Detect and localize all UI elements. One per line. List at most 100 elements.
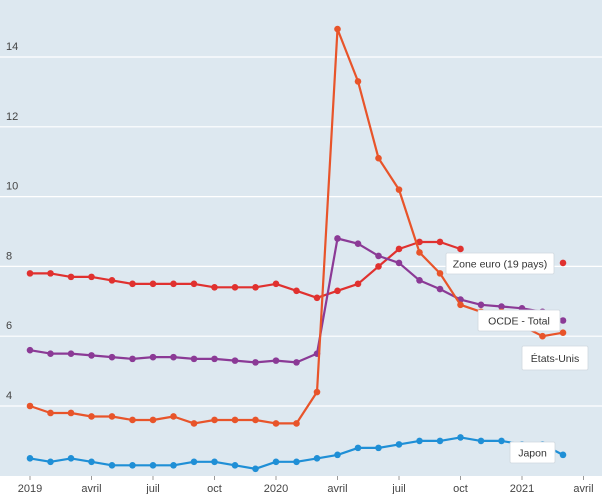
data-point[interactable]	[395, 186, 403, 193]
data-point[interactable]	[108, 277, 116, 284]
data-point[interactable]	[498, 303, 505, 310]
data-point[interactable]	[170, 353, 177, 361]
data-point[interactable]	[231, 284, 239, 291]
data-point[interactable]	[559, 329, 567, 337]
data-point[interactable]	[334, 235, 341, 242]
data-point[interactable]	[88, 413, 95, 420]
data-point[interactable]	[129, 355, 136, 363]
data-point[interactable]	[47, 409, 54, 417]
x-tick-label: 2019	[18, 483, 42, 494]
data-point[interactable]	[211, 355, 218, 363]
data-point[interactable]	[354, 280, 362, 288]
data-point[interactable]	[395, 441, 403, 448]
data-point[interactable]	[67, 455, 75, 462]
data-point[interactable]	[436, 238, 444, 246]
data-point[interactable]	[252, 416, 259, 424]
data-point[interactable]	[354, 444, 362, 452]
data-point[interactable]	[170, 462, 177, 469]
data-point[interactable]	[252, 465, 259, 473]
data-point[interactable]	[559, 259, 567, 267]
data-point[interactable]	[47, 350, 54, 357]
data-point[interactable]	[170, 413, 177, 420]
data-point[interactable]	[395, 259, 403, 267]
data-point[interactable]	[47, 458, 54, 466]
data-point[interactable]	[375, 154, 382, 162]
data-point[interactable]	[313, 388, 321, 396]
x-tick-label: 2021	[510, 483, 534, 494]
data-point[interactable]	[190, 280, 198, 288]
y-tick-label: 8	[6, 250, 12, 262]
data-point[interactable]	[416, 238, 423, 246]
data-point[interactable]	[67, 350, 75, 357]
data-point[interactable]	[149, 280, 157, 288]
data-point[interactable]	[211, 458, 218, 466]
data-point[interactable]	[190, 458, 198, 466]
data-point[interactable]	[559, 451, 567, 459]
data-point[interactable]	[149, 462, 157, 469]
data-point[interactable]	[457, 434, 464, 441]
data-point[interactable]	[272, 458, 280, 466]
data-point[interactable]	[211, 284, 218, 291]
series-japon	[26, 434, 567, 473]
data-point[interactable]	[129, 416, 136, 424]
data-point[interactable]	[26, 270, 34, 277]
data-point[interactable]	[88, 352, 95, 359]
data-point[interactable]	[375, 252, 382, 260]
data-point[interactable]	[477, 437, 485, 445]
data-point[interactable]	[457, 301, 464, 309]
data-point[interactable]	[498, 437, 505, 445]
data-point[interactable]	[416, 249, 423, 256]
data-point[interactable]	[190, 355, 198, 363]
data-point[interactable]	[272, 357, 280, 364]
data-point[interactable]	[108, 353, 116, 361]
data-point[interactable]	[252, 284, 259, 291]
data-point[interactable]	[375, 444, 382, 452]
data-point[interactable]	[88, 458, 95, 466]
data-point[interactable]	[354, 78, 362, 85]
data-point[interactable]	[313, 294, 321, 302]
data-point[interactable]	[88, 273, 95, 281]
data-point[interactable]	[26, 346, 34, 354]
data-point[interactable]	[272, 420, 280, 427]
data-point[interactable]	[436, 285, 444, 293]
data-point[interactable]	[129, 280, 136, 288]
data-point[interactable]	[211, 416, 218, 424]
data-point[interactable]	[231, 357, 239, 364]
data-point[interactable]	[313, 455, 321, 462]
data-point[interactable]	[67, 273, 75, 281]
data-point[interactable]	[293, 420, 300, 427]
data-point[interactable]	[436, 437, 444, 445]
data-point[interactable]	[395, 245, 403, 253]
data-point[interactable]	[293, 458, 300, 466]
data-point[interactable]	[231, 416, 239, 424]
data-point[interactable]	[477, 301, 485, 309]
data-point[interactable]	[416, 437, 423, 445]
data-point[interactable]	[539, 332, 546, 340]
data-point[interactable]	[26, 402, 34, 410]
data-point[interactable]	[293, 359, 300, 366]
data-point[interactable]	[354, 240, 362, 248]
data-point[interactable]	[334, 25, 341, 33]
data-point[interactable]	[26, 455, 34, 462]
data-point[interactable]	[293, 287, 300, 295]
data-point[interactable]	[170, 280, 177, 288]
data-point[interactable]	[108, 462, 116, 469]
data-point[interactable]	[272, 280, 280, 288]
data-point[interactable]	[149, 353, 157, 361]
data-point[interactable]	[129, 462, 136, 469]
data-point[interactable]	[334, 287, 341, 295]
data-point[interactable]	[67, 409, 75, 417]
data-point[interactable]	[231, 462, 239, 469]
data-point[interactable]	[375, 263, 382, 270]
data-point[interactable]	[416, 277, 423, 284]
data-point[interactable]	[47, 270, 54, 277]
data-point[interactable]	[252, 359, 259, 366]
data-point[interactable]	[190, 420, 198, 427]
data-point[interactable]	[457, 245, 464, 253]
data-point[interactable]	[436, 270, 444, 277]
data-point[interactable]	[149, 416, 157, 424]
data-point[interactable]	[108, 413, 116, 420]
data-point[interactable]	[334, 451, 341, 459]
data-point[interactable]	[559, 317, 567, 324]
